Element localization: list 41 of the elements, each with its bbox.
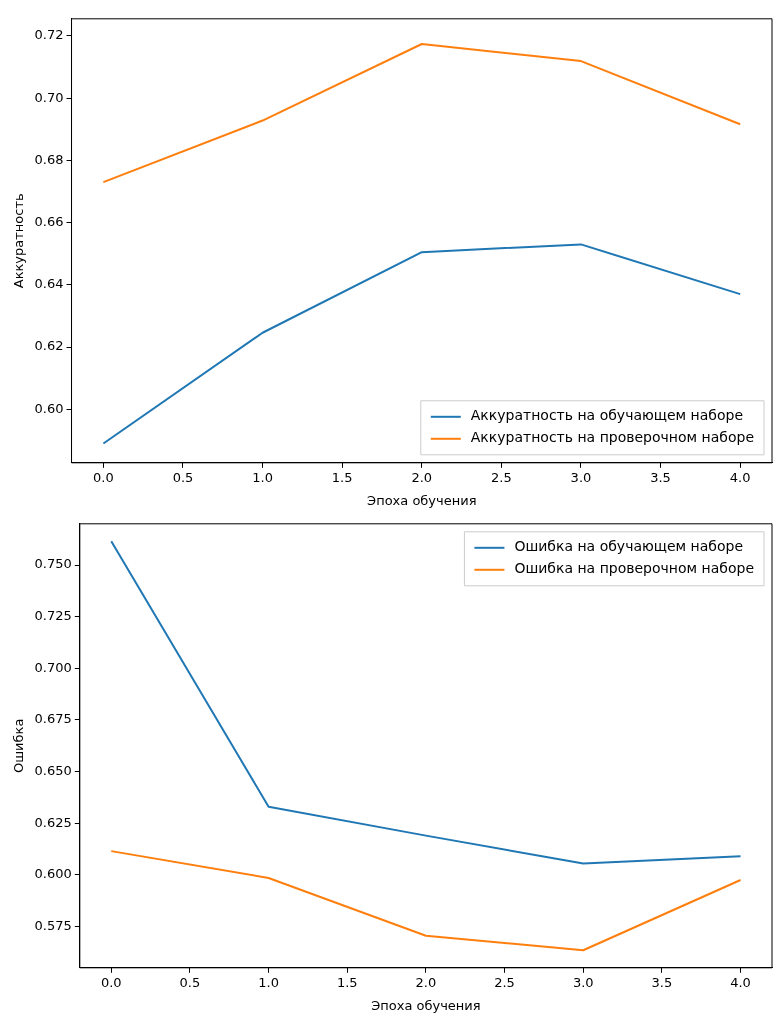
y-tick-label: 0.70 <box>34 89 64 105</box>
x-tick-label: 0.5 <box>172 469 194 485</box>
x-tick-label: 1.0 <box>252 469 273 485</box>
y-tick-label: 0.600 <box>34 866 72 882</box>
y-tick-label: 0.64 <box>34 276 64 292</box>
y-tick-label: 0.575 <box>34 917 72 933</box>
y-axis-title: Аккуратность <box>11 193 27 289</box>
x-tick-label: 0.0 <box>100 974 122 990</box>
x-axis-title: Эпоха обучения <box>371 997 481 1013</box>
y-tick-label: 0.68 <box>34 151 64 167</box>
y-tick-label: 0.66 <box>34 213 64 229</box>
y-tick-label: 0.725 <box>34 608 72 624</box>
x-tick-label: 4.0 <box>730 974 751 990</box>
y-tick-label: 0.625 <box>34 814 72 830</box>
y-tick-label: 0.675 <box>34 711 72 727</box>
x-tick-label: 2.0 <box>415 974 437 990</box>
x-tick-label: 1.5 <box>336 974 358 990</box>
x-tick-label: 2.5 <box>494 974 515 990</box>
x-axis-title: Эпоха обучения <box>367 492 477 508</box>
x-tick-label: 1.5 <box>331 469 353 485</box>
x-tick-label: 1.0 <box>258 974 279 990</box>
x-tick-label: 2.0 <box>411 469 433 485</box>
x-tick-label: 0.5 <box>179 974 201 990</box>
x-tick-label: 3.0 <box>570 469 592 485</box>
x-tick-label: 0.0 <box>93 469 114 485</box>
x-tick-label: 3.5 <box>650 469 671 485</box>
x-tick-label: 3.0 <box>572 974 594 990</box>
x-tick-label: 4.0 <box>729 469 751 485</box>
legend-label: Ошибка на проверочном наборе <box>514 560 755 577</box>
y-tick-label: 0.60 <box>34 400 64 416</box>
y-tick-label: 0.650 <box>34 762 72 778</box>
y-tick-label: 0.750 <box>34 556 72 572</box>
legend-label: Ошибка на обучающем наборе <box>514 538 744 555</box>
legend-label: Аккуратность на обучающем наборе <box>470 407 744 424</box>
y-tick-label: 0.700 <box>34 659 72 675</box>
y-tick-label: 0.62 <box>34 338 64 354</box>
y-tick-label: 0.72 <box>34 27 64 43</box>
x-tick-label: 3.5 <box>651 974 673 990</box>
x-tick-label: 2.5 <box>491 469 512 485</box>
legend-label: Аккуратность на проверочном наборе <box>470 429 755 446</box>
y-axis-title: Ошибка <box>11 718 27 774</box>
